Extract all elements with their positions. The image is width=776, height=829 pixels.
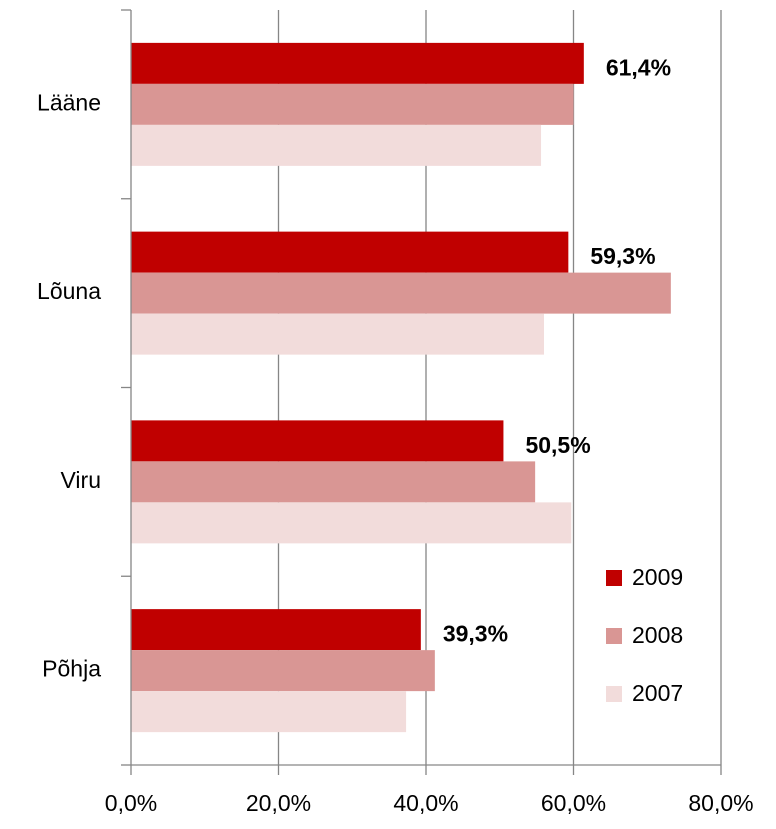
- y-tick-label: Põhja: [42, 656, 101, 682]
- data-label: 39,3%: [443, 621, 508, 647]
- bar: [131, 313, 544, 355]
- legend-swatch: [606, 570, 622, 586]
- x-tick-label: 40,0%: [393, 790, 458, 816]
- bar: [131, 691, 407, 733]
- legend-label: 2007: [632, 680, 683, 706]
- bar: [131, 502, 572, 544]
- x-tick-label: 0,0%: [105, 790, 157, 816]
- data-label: 59,3%: [590, 243, 655, 269]
- x-tick-label: 80,0%: [688, 790, 753, 816]
- bar: [131, 83, 574, 125]
- bar: [131, 420, 504, 462]
- bar: [131, 42, 584, 84]
- legend-label: 2008: [632, 622, 683, 648]
- bar: [131, 461, 536, 503]
- data-label: 50,5%: [525, 432, 590, 458]
- bar: [131, 231, 569, 273]
- bar: [131, 609, 421, 651]
- legend-swatch: [606, 686, 622, 702]
- legend-swatch: [606, 628, 622, 644]
- bar: [131, 124, 542, 166]
- bar: [131, 272, 671, 314]
- x-tick-label: 60,0%: [541, 790, 606, 816]
- y-tick-label: Lõuna: [37, 278, 101, 304]
- legend-label: 2009: [632, 564, 683, 590]
- bar: [131, 650, 435, 692]
- data-label: 61,4%: [606, 54, 671, 80]
- y-tick-label: Viru: [61, 467, 102, 493]
- y-tick-label: Lääne: [37, 89, 101, 115]
- x-tick-label: 20,0%: [246, 790, 311, 816]
